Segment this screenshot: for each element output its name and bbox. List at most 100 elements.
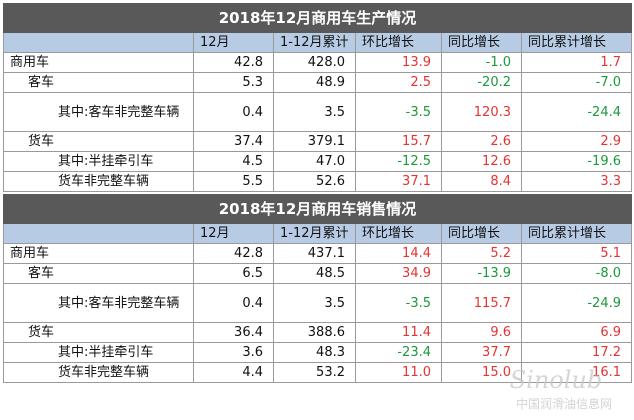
month-cell: 42.8 [193, 243, 274, 264]
mom-cell: -23.4 [355, 342, 442, 363]
mom-cell: 11.4 [355, 322, 442, 343]
mom-cell: 11.0 [355, 362, 442, 383]
yoy-ytd-cell: 6.9 [521, 322, 632, 343]
svg-text:中国润滑油信息网: 中国润滑油信息网 [516, 396, 612, 411]
yoy-ytd-cell: 17.2 [521, 342, 632, 363]
yoy-cell: -13.9 [441, 263, 522, 284]
row-label: 商用车 [3, 243, 194, 264]
row-label: 其中:半挂牵引车 [3, 342, 194, 363]
yoy-cell: 37.7 [441, 342, 522, 363]
production-table: 2018年12月商用车生产情况 12月 1-12月累计 环比增长 同比增长 同比… [3, 3, 632, 192]
header-yoy-ytd: 同比累计增长 [521, 223, 632, 244]
yoy-cell: 5.2 [441, 243, 522, 264]
ytd-cell: 48.3 [273, 342, 356, 363]
mom-cell: -12.5 [355, 151, 442, 172]
table-row: 其中:半挂牵引车 4.5 47.0 -12.5 12.6 -19.6 [3, 151, 632, 172]
production-title: 2018年12月商用车生产情况 [3, 3, 632, 33]
yoy-cell: 15.0 [441, 362, 522, 383]
month-cell: 37.4 [193, 131, 274, 152]
yoy-ytd-cell: -24.9 [521, 283, 632, 323]
ytd-cell: 47.0 [273, 151, 356, 172]
ytd-cell: 388.6 [273, 322, 356, 343]
production-body: 商用车 42.8 428.0 13.9 -1.0 1.7 客车 5.3 48.9 2.5 -20.2… [3, 52, 632, 192]
header-month: 12月 [193, 32, 274, 53]
yoy-ytd-cell: 3.3 [521, 171, 632, 192]
mom-cell: 37.1 [355, 171, 442, 192]
row-label: 货车非完整车辆 [3, 362, 194, 383]
ytd-cell: 379.1 [273, 131, 356, 152]
header-ytd: 1-12月累计 [273, 223, 356, 244]
header-yoy: 同比增长 [441, 32, 522, 53]
table-row: 货车 36.4 388.6 11.4 9.6 6.9 [3, 322, 632, 343]
yoy-cell: 2.6 [441, 131, 522, 152]
ytd-cell: 48.5 [273, 263, 356, 284]
mom-cell: 15.7 [355, 131, 442, 152]
yoy-cell: 9.6 [441, 322, 522, 343]
mom-cell: 34.9 [355, 263, 442, 284]
mom-cell: 14.4 [355, 243, 442, 264]
table-row: 货车非完整车辆 4.4 53.2 11.0 15.0 16.1 [3, 362, 632, 383]
month-cell: 5.5 [193, 171, 274, 192]
table-row: 客车 6.5 48.5 34.9 -13.9 -8.0 [3, 263, 632, 284]
yoy-cell: 12.6 [441, 151, 522, 172]
table-row: 货车 37.4 379.1 15.7 2.6 2.9 [3, 131, 632, 152]
yoy-ytd-cell: 5.1 [521, 243, 632, 264]
table-row: 客车 5.3 48.9 2.5 -20.2 -7.0 [3, 72, 632, 93]
header-empty [3, 223, 194, 244]
header-month: 12月 [193, 223, 274, 244]
month-cell: 4.4 [193, 362, 274, 383]
row-label: 其中:客车非完整车辆 [3, 92, 194, 132]
production-title-row: 2018年12月商用车生产情况 [3, 3, 632, 33]
sales-title: 2018年12月商用车销售情况 [3, 194, 632, 224]
yoy-ytd-cell: -19.6 [521, 151, 632, 172]
header-yoy-ytd: 同比累计增长 [521, 32, 632, 53]
yoy-ytd-cell: 1.7 [521, 52, 632, 73]
ytd-cell: 428.0 [273, 52, 356, 73]
month-cell: 4.5 [193, 151, 274, 172]
header-mom: 环比增长 [355, 223, 442, 244]
ytd-cell: 437.1 [273, 243, 356, 264]
yoy-cell: 120.3 [441, 92, 522, 132]
yoy-cell: 115.7 [441, 283, 522, 323]
yoy-ytd-cell: -7.0 [521, 72, 632, 93]
row-label: 客车 [3, 263, 194, 284]
sales-title-row: 2018年12月商用车销售情况 [3, 194, 632, 224]
yoy-ytd-cell: 16.1 [521, 362, 632, 383]
table-row: 其中:客车非完整车辆 0.4 3.5 -3.5 120.3 -24.4 [3, 92, 632, 132]
month-cell: 3.6 [193, 342, 274, 363]
yoy-ytd-cell: -24.4 [521, 92, 632, 132]
yoy-ytd-cell: 2.9 [521, 131, 632, 152]
ytd-cell: 3.5 [273, 283, 356, 323]
yoy-ytd-cell: -8.0 [521, 263, 632, 284]
report-container: 2018年12月商用车生产情况 12月 1-12月累计 环比增长 同比增长 同比… [3, 3, 632, 383]
row-label: 商用车 [3, 52, 194, 73]
row-label: 货车非完整车辆 [3, 171, 194, 192]
mom-cell: 2.5 [355, 72, 442, 93]
header-empty [3, 32, 194, 53]
mom-cell: 13.9 [355, 52, 442, 73]
header-ytd: 1-12月累计 [273, 32, 356, 53]
ytd-cell: 48.9 [273, 72, 356, 93]
month-cell: 0.4 [193, 283, 274, 323]
month-cell: 36.4 [193, 322, 274, 343]
mom-cell: -3.5 [355, 92, 442, 132]
table-row: 商用车 42.8 428.0 13.9 -1.0 1.7 [3, 52, 632, 73]
header-yoy: 同比增长 [441, 223, 522, 244]
yoy-cell: -1.0 [441, 52, 522, 73]
row-label: 客车 [3, 72, 194, 93]
sales-table: 2018年12月商用车销售情况 12月 1-12月累计 环比增长 同比增长 同比… [3, 194, 632, 383]
ytd-cell: 3.5 [273, 92, 356, 132]
row-label: 货车 [3, 131, 194, 152]
month-cell: 5.3 [193, 72, 274, 93]
sales-body: 商用车 42.8 437.1 14.4 5.2 5.1 客车 6.5 48.5 34.9 -13.9… [3, 243, 632, 383]
row-label: 其中:半挂牵引车 [3, 151, 194, 172]
month-cell: 42.8 [193, 52, 274, 73]
ytd-cell: 52.6 [273, 171, 356, 192]
yoy-cell: -20.2 [441, 72, 522, 93]
header-mom: 环比增长 [355, 32, 442, 53]
production-header-row: 12月 1-12月累计 环比增长 同比增长 同比累计增长 [3, 32, 632, 53]
ytd-cell: 53.2 [273, 362, 356, 383]
yoy-cell: 8.4 [441, 171, 522, 192]
sales-header-row: 12月 1-12月累计 环比增长 同比增长 同比累计增长 [3, 223, 632, 244]
mom-cell: -3.5 [355, 283, 442, 323]
